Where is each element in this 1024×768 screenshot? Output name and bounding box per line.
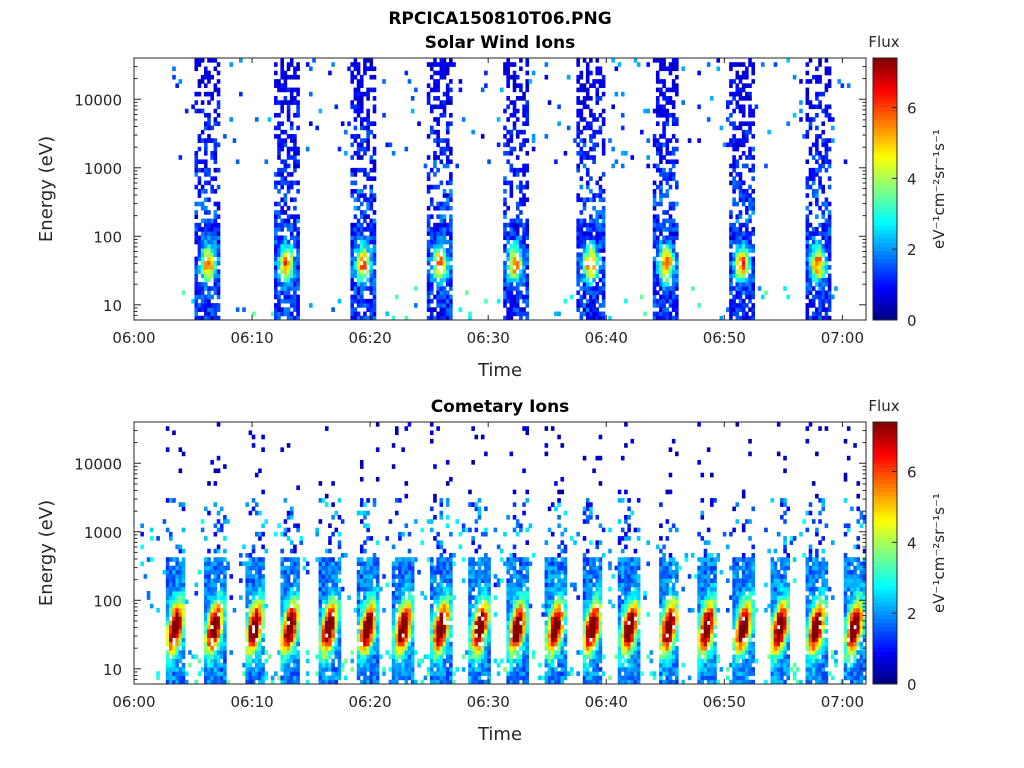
plot-frame-cometary bbox=[133, 421, 867, 685]
heatmap-cometary bbox=[140, 422, 867, 685]
colorbar-tick-label: 6 bbox=[907, 464, 917, 482]
colorbar-tick-label: 6 bbox=[907, 100, 917, 118]
x-tick-label: 07:00 bbox=[821, 329, 864, 347]
colorbar-solar-wind: 0 2 4 6 bbox=[872, 57, 917, 330]
y-tick-label: 1000 bbox=[84, 160, 122, 178]
y-tick-label: 10000 bbox=[74, 455, 122, 473]
y-tick-label: 10000 bbox=[74, 91, 122, 109]
x-tick-label: 06:50 bbox=[703, 329, 746, 347]
x-tick-label: 07:00 bbox=[821, 693, 864, 711]
colorbar-tick-label: 0 bbox=[907, 312, 917, 330]
colorbar-tick-label: 0 bbox=[907, 676, 917, 694]
y-tick-label: 1000 bbox=[84, 524, 122, 542]
x-tick-label: 06:20 bbox=[349, 693, 392, 711]
y-tick-label: 100 bbox=[93, 228, 122, 246]
y-tick-label: 100 bbox=[93, 592, 122, 610]
x-axis-solar-wind: 06:00 06:10 06:20 06:30 06:40 06:50 07:00 bbox=[112, 58, 864, 347]
x-axis-label-solar-wind: Time bbox=[477, 360, 522, 381]
colorbar-title-solar-wind: Flux bbox=[868, 33, 899, 51]
panel-title-cometary: Cometary Ions bbox=[431, 397, 570, 417]
x-tick-label: 06:20 bbox=[349, 329, 392, 347]
colorbar-frame bbox=[872, 57, 898, 321]
y-tick-label: 10 bbox=[103, 661, 122, 679]
panel-solar-wind: Solar Wind Ions 06:00 06:10 06:20 06:30 06:4… bbox=[36, 33, 948, 381]
x-axis-label-cometary: Time bbox=[477, 724, 522, 745]
x-tick-label: 06:40 bbox=[585, 329, 628, 347]
colorbar-title-cometary: Flux bbox=[868, 397, 899, 415]
colorbar-tick-label: 4 bbox=[907, 170, 917, 188]
x-tick-label: 06:10 bbox=[230, 693, 273, 711]
colorbar-tick-label: 2 bbox=[907, 241, 917, 259]
x-tick-label: 06:30 bbox=[467, 693, 510, 711]
colorbar-unit-solar-wind: eV⁻¹cm⁻²sr⁻¹s⁻¹ bbox=[930, 129, 948, 249]
plot-frame-solar-wind bbox=[133, 57, 867, 321]
panel-title-solar-wind: Solar Wind Ions bbox=[425, 33, 576, 53]
panel-cometary: Cometary Ions 06:00 06:10 06:20 06:30 06:40 0… bbox=[36, 397, 948, 745]
colorbar-frame bbox=[872, 421, 898, 685]
x-tick-label: 06:40 bbox=[585, 693, 628, 711]
y-tick-label: 10 bbox=[103, 297, 122, 315]
y-axis-cometary: 10 100 1000 10000 bbox=[74, 421, 866, 680]
colorbar-cometary: 0 2 4 6 bbox=[872, 421, 917, 694]
colorbar-tick-label: 2 bbox=[907, 605, 917, 623]
y-axis-label-cometary: Energy (eV) bbox=[36, 500, 57, 606]
x-axis-cometary: 06:00 06:10 06:20 06:30 06:40 06:50 07:00 bbox=[112, 422, 864, 711]
x-tick-label: 06:50 bbox=[703, 693, 746, 711]
x-tick-label: 06:00 bbox=[112, 693, 155, 711]
x-tick-label: 06:10 bbox=[230, 329, 273, 347]
y-axis-label-solar-wind: Energy (eV) bbox=[36, 136, 57, 242]
x-tick-label: 06:30 bbox=[467, 329, 510, 347]
x-tick-label: 06:00 bbox=[112, 329, 155, 347]
colorbar-tick-label: 4 bbox=[907, 534, 917, 552]
heatmap-solar-wind bbox=[172, 58, 851, 321]
y-axis-solar-wind: 10 100 1000 10000 bbox=[74, 57, 866, 316]
colorbar-unit-cometary: eV⁻¹cm⁻²sr⁻¹s⁻¹ bbox=[930, 493, 948, 613]
figure-title: RPCICA150810T06.PNG bbox=[388, 9, 611, 29]
